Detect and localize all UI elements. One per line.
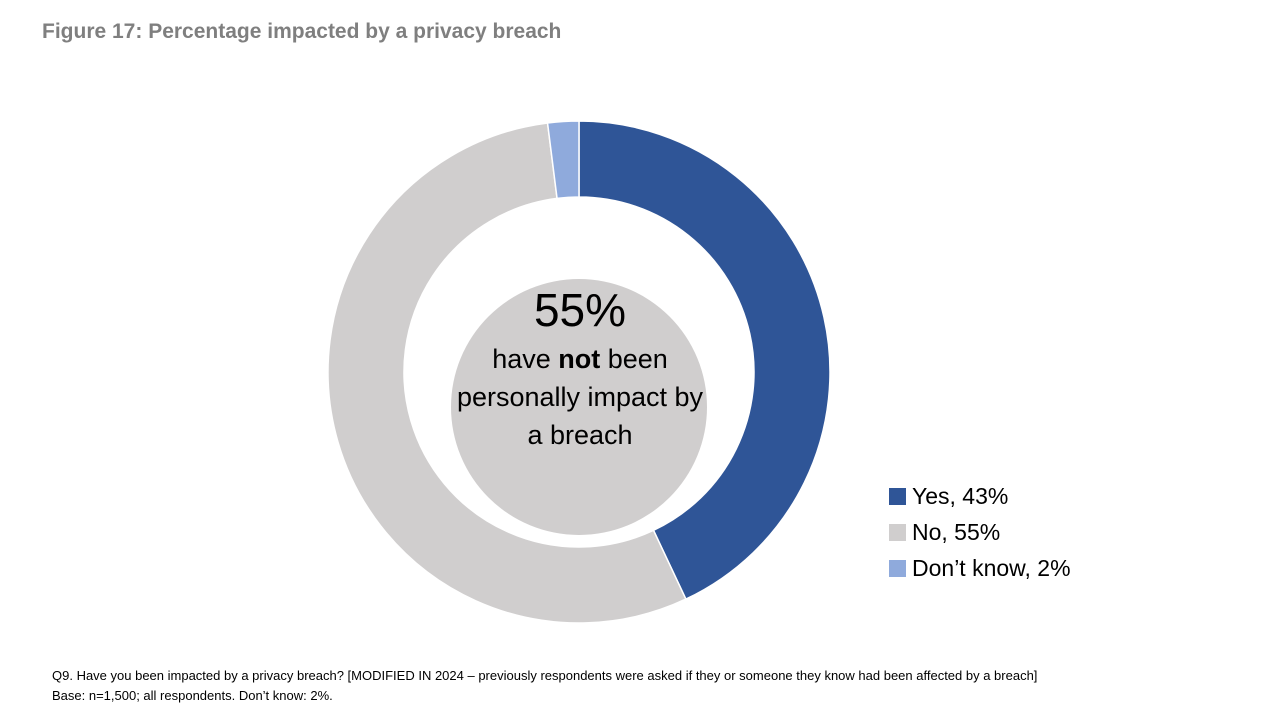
footnote-question: Q9. Have you been impacted by a privacy … [52,668,1038,683]
center-percentage: 55% [533,284,627,336]
footnote: Q9. Have you been impacted by a privacy … [52,666,1037,706]
legend-label: No, 55% [912,518,1001,545]
legend: Yes, 43% No, 55% Don’t know, 2% [889,478,1071,586]
legend-label: Yes, 43% [912,482,1009,509]
legend-item: No, 55% [889,514,1071,550]
donut-slice-no [327,122,687,624]
legend-swatch [889,523,906,541]
legend-item: Don’t know, 2% [889,550,1071,586]
center-label: 55% have not been personally impact by a… [455,280,705,454]
legend-swatch [889,487,906,505]
center-description: have not been personally impact by a bre… [456,344,704,450]
legend-item: Yes, 43% [889,478,1071,514]
legend-label: Don’t know, 2% [912,554,1071,581]
footnote-base: Base: n=1,500; all respondents. Don’t kn… [52,688,333,703]
center-bold-word: not [558,344,601,374]
legend-swatch [889,559,906,577]
chart-title: Figure 17: Percentage impacted by a priv… [42,20,562,43]
center-circle [451,279,707,535]
donut-slice-yes [578,120,831,601]
donut-slices [327,120,831,624]
donut-slice-don-t-know [546,120,580,200]
